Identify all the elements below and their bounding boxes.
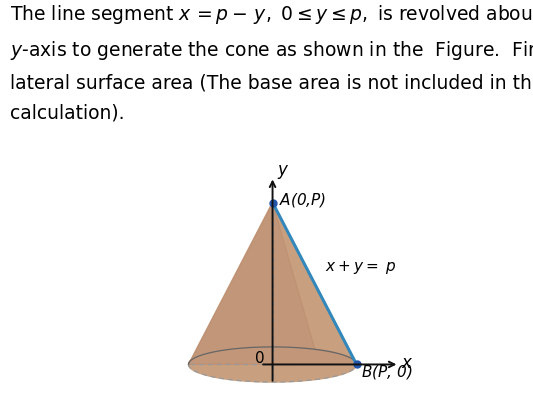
Text: $A$(0,P): $A$(0,P): [279, 190, 326, 209]
Polygon shape: [189, 203, 357, 365]
Polygon shape: [189, 347, 357, 382]
Text: $x$: $x$: [401, 354, 413, 372]
Polygon shape: [189, 203, 357, 365]
Text: $0$: $0$: [254, 350, 265, 366]
Text: $x + y =$ p: $x + y =$ p: [325, 258, 397, 276]
Text: $y$: $y$: [277, 163, 289, 181]
Text: $B$(P, 0): $B$(P, 0): [361, 363, 413, 381]
Text: The line segment $x\,=p-\,y,$ $0\leq y\leq p,$ is revolved about the
$y$-axis to: The line segment $x\,=p-\,y,$ $0\leq y\l…: [10, 4, 533, 123]
